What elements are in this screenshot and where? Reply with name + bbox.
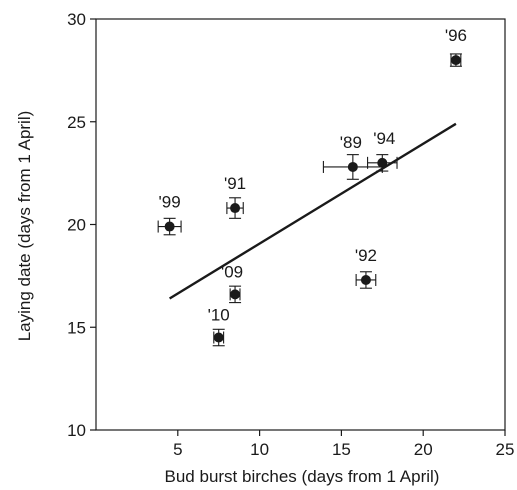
data-point [360,274,371,285]
data-point [230,203,241,214]
point-label: '89 [340,133,362,152]
point-label: '09 [221,262,243,281]
data-point [230,289,241,300]
y-tick-label: 15 [67,318,86,337]
point-label: '91 [224,174,246,193]
y-tick-label: 10 [67,421,86,440]
x-tick-label: 20 [414,440,433,459]
x-tick-label: 10 [250,440,269,459]
y-axis-title: Laying date (days from 1 April) [15,111,34,342]
point-label: '94 [373,129,395,148]
point-label: '96 [445,26,467,45]
x-tick-label: 25 [496,440,515,459]
data-point [450,55,461,66]
y-tick-label: 25 [67,113,86,132]
x-tick-label: 5 [173,440,182,459]
point-label: '10 [208,306,230,325]
point-label: '99 [159,193,181,212]
data-point [347,161,358,172]
plot-frame [95,18,506,431]
data-point [164,221,175,232]
x-tick-label: 15 [332,440,351,459]
x-axis-title: Bud burst birches (days from 1 April) [165,467,440,486]
regression-line [168,122,457,300]
data-point [377,157,388,168]
point-label: '92 [355,246,377,265]
y-tick-label: 20 [67,216,86,235]
data-point [213,332,224,343]
y-tick-label: 30 [67,10,86,29]
